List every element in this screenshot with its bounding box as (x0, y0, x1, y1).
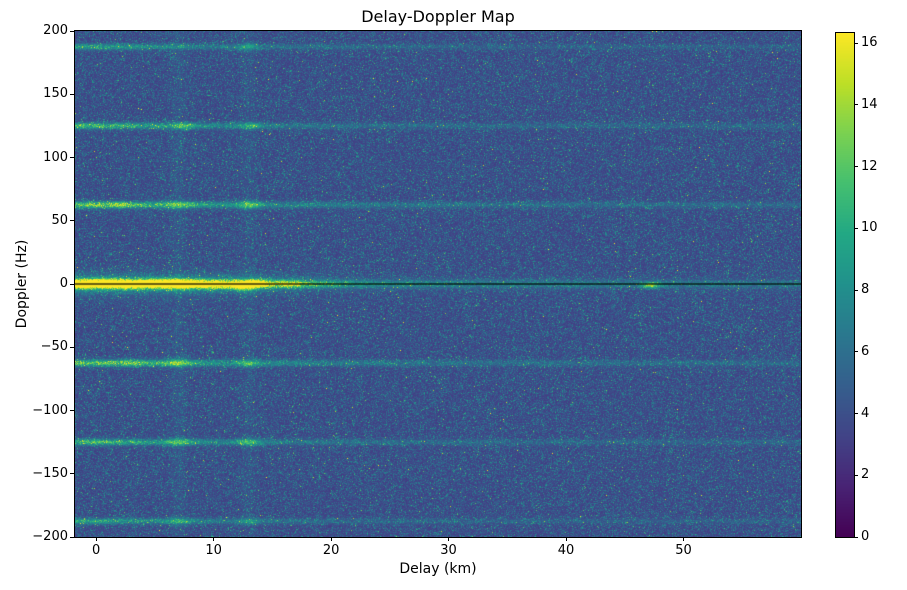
y-tick-label: 200 (43, 23, 68, 38)
colorbar-tick-label: 0 (861, 529, 870, 544)
x-tick-label: 50 (675, 543, 692, 558)
x-tick-mark (683, 537, 685, 541)
y-tick-mark (70, 93, 74, 95)
y-tick-mark (70, 473, 74, 475)
chart-title: Delay-Doppler Map (361, 7, 515, 26)
colorbar-tick-mark (854, 227, 858, 229)
colorbar-tick-mark (854, 289, 858, 291)
x-tick-mark (448, 537, 450, 541)
x-tick-mark (565, 537, 567, 541)
colorbar-tick-label: 14 (861, 96, 878, 112)
y-tick-mark (70, 536, 74, 538)
colorbar-tick-mark (854, 42, 858, 44)
y-tick-mark (70, 30, 74, 32)
colorbar-tick-mark (854, 104, 858, 106)
x-tick-mark (95, 537, 97, 541)
y-tick-mark (70, 157, 74, 158)
colorbar-tick-label: 12 (861, 158, 878, 174)
colorbar-tick-mark (854, 351, 858, 353)
y-tick-label: −150 (32, 465, 68, 481)
colorbar-tick-label: 8 (861, 282, 870, 298)
y-tick-mark (70, 346, 74, 348)
colorbar-tick-mark (854, 413, 858, 415)
colorbar-tick-mark (854, 474, 858, 476)
y-tick-label: 0 (59, 276, 68, 291)
x-tick-label: 10 (205, 543, 222, 558)
colorbar-tick-label: 6 (861, 343, 870, 359)
x-axis-label: Delay (km) (399, 561, 477, 577)
y-tick-label: 50 (51, 212, 68, 228)
y-tick-label: −100 (32, 402, 68, 418)
heatmap-canvas (75, 31, 801, 537)
colorbar-tick-label: 16 (861, 35, 878, 51)
x-tick-label: 40 (557, 543, 575, 558)
colorbar (836, 33, 854, 537)
y-axis-label: Doppler (Hz) (14, 239, 30, 329)
y-tick-label: −50 (40, 339, 68, 355)
x-tick-label: 20 (322, 543, 340, 558)
y-tick-label: 100 (43, 149, 68, 165)
y-tick-mark (70, 220, 74, 222)
x-tick-label: 30 (440, 543, 457, 558)
y-tick-label: 150 (43, 86, 68, 102)
colorbar-tick-label: 10 (861, 220, 878, 236)
colorbar-tick-mark (854, 536, 858, 538)
x-tick-mark (213, 537, 215, 541)
x-tick-mark (330, 537, 332, 541)
y-tick-mark (70, 410, 74, 411)
colorbar-tick-label: 2 (861, 467, 870, 483)
colorbar-tick-mark (854, 166, 858, 168)
y-tick-label: −200 (32, 529, 68, 544)
colorbar-tick-label: 4 (861, 405, 870, 421)
x-tick-label: 0 (92, 543, 101, 558)
y-tick-mark (70, 283, 74, 285)
